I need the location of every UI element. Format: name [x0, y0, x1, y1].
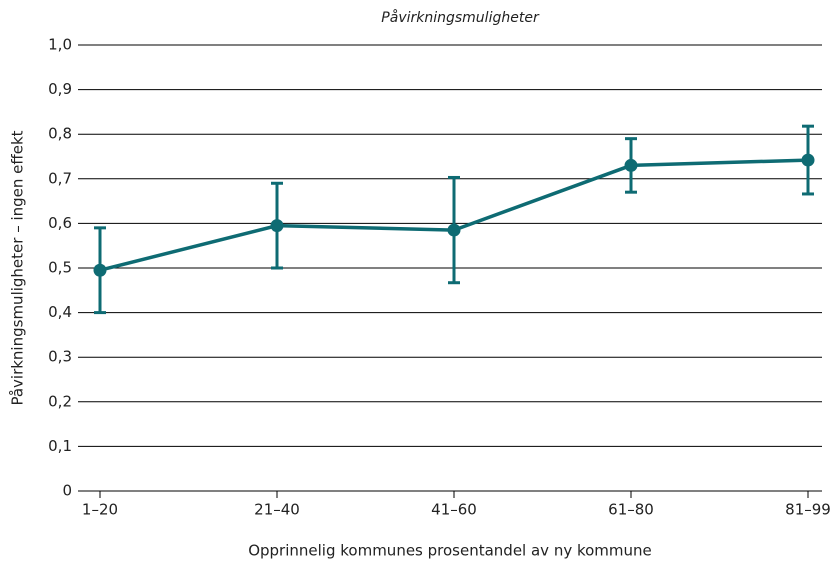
point: [270, 219, 284, 233]
x-tick-label: 81–99: [785, 501, 831, 519]
x-axis-label: Opprinnelig kommunes prosentandel av ny …: [248, 542, 652, 560]
x-tick-label: 21–40: [254, 501, 300, 519]
y-tick-label: 0,5: [48, 259, 72, 277]
y-tick-label: 0,1: [48, 437, 72, 455]
x-tick-label: 1–20: [82, 501, 118, 519]
point: [801, 153, 815, 167]
y-tick-label: 0,2: [48, 392, 72, 410]
y-axis-label: Påvirkningsmuligheter – ingen effekt: [9, 130, 27, 405]
y-tick-label: 0,3: [48, 348, 72, 366]
y-tick-label: 0,4: [48, 303, 72, 321]
y-tick-label: 0,6: [48, 214, 72, 232]
x-tick-label: 61–80: [608, 501, 654, 519]
y-tick-label: 0,9: [48, 80, 72, 98]
y-tick-label: 0,7: [48, 169, 72, 187]
point: [624, 158, 638, 172]
y-tick-label: 0: [62, 482, 72, 500]
point: [447, 223, 461, 237]
x-tick-label: 41–60: [431, 501, 477, 519]
chart-title: Påvirkningsmuligheter: [381, 9, 540, 26]
y-tick-label: 0,8: [48, 125, 72, 143]
y-tick-label: 1,0: [48, 36, 72, 54]
point: [93, 263, 107, 277]
